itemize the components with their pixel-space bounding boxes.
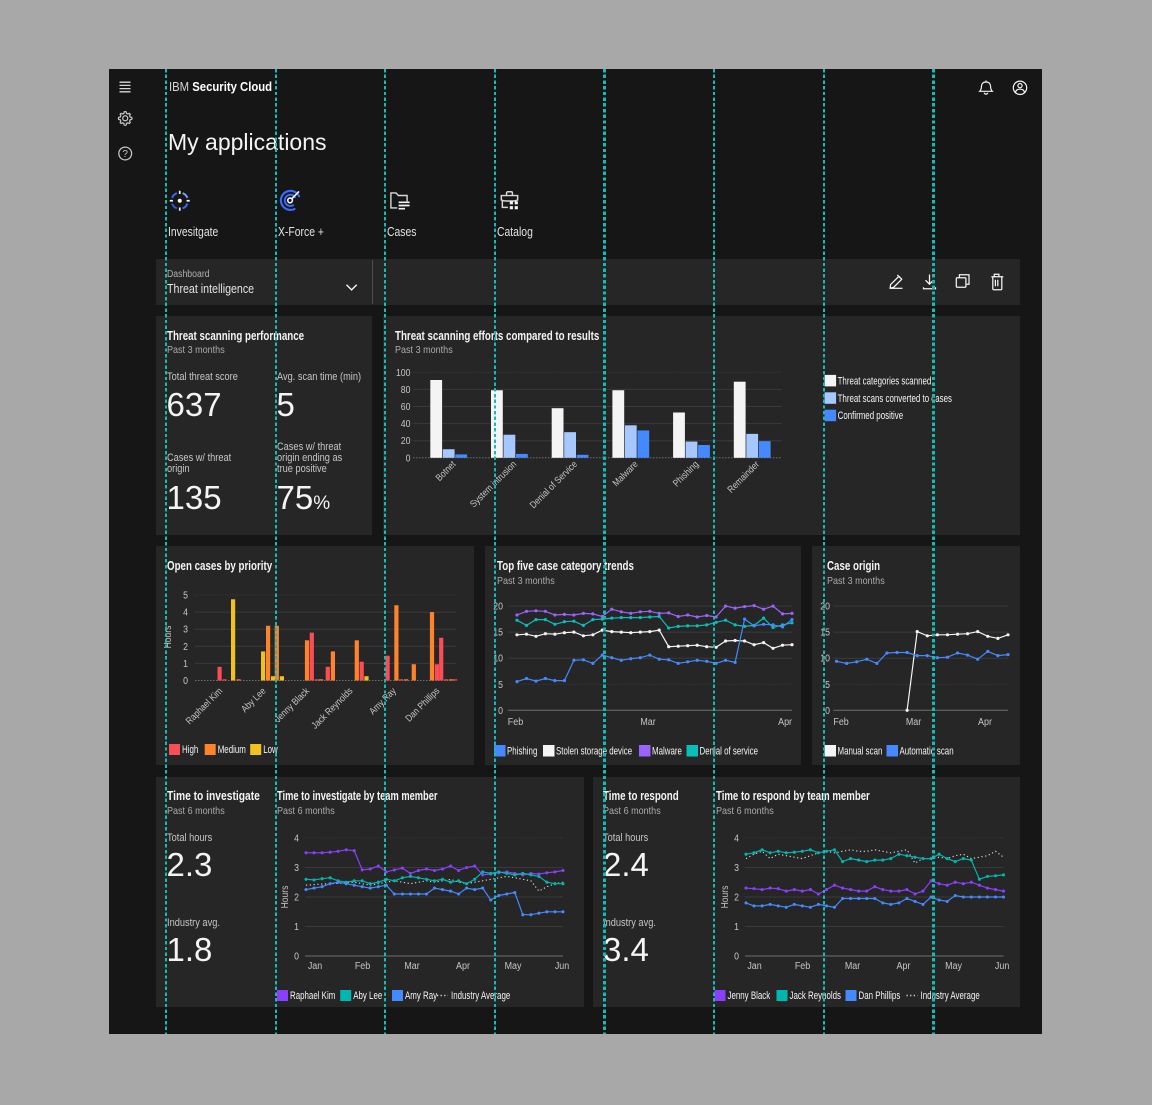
svg-text:Dan Phillips: Dan Phillips — [403, 685, 442, 724]
svg-text:Malware: Malware — [652, 745, 682, 758]
svg-text:Jan: Jan — [308, 960, 322, 972]
svg-text:10: 10 — [820, 653, 830, 664]
svg-text:Jan: Jan — [747, 960, 761, 972]
svg-text:Aby Lee: Aby Lee — [353, 990, 382, 1003]
svg-text:Denial of service: Denial of service — [700, 745, 759, 758]
svg-text:Confirmed positive: Confirmed positive — [838, 410, 904, 423]
svg-text:60: 60 — [401, 402, 411, 413]
svg-text:Phishing: Phishing — [671, 459, 701, 489]
svg-text:3: 3 — [734, 863, 739, 874]
svg-text:Mar: Mar — [640, 716, 656, 728]
svg-text:Denial of Service: Denial of Service — [528, 459, 580, 511]
svg-text:1: 1 — [294, 922, 299, 933]
svg-text:Raphael Kim: Raphael Kim — [290, 990, 335, 1003]
svg-text:May: May — [505, 960, 522, 972]
svg-text:20: 20 — [493, 601, 503, 612]
svg-text:May: May — [945, 960, 962, 972]
svg-text:5: 5 — [498, 679, 503, 690]
svg-text:Feb: Feb — [833, 716, 848, 728]
svg-text:High: High — [182, 744, 198, 757]
svg-text:100: 100 — [396, 367, 411, 378]
svg-text:Jun: Jun — [555, 960, 569, 972]
svg-text:0: 0 — [406, 453, 411, 464]
svg-text:Jenny Black: Jenny Black — [272, 685, 311, 724]
svg-text:2: 2 — [294, 892, 299, 903]
svg-text:Hours: Hours — [279, 885, 290, 908]
svg-text:Phishing: Phishing — [507, 745, 537, 758]
svg-text:Medium: Medium — [218, 744, 246, 757]
svg-text:Jack Reynolds: Jack Reynolds — [789, 990, 841, 1003]
svg-text:Botnet: Botnet — [433, 458, 458, 483]
svg-text:Hours: Hours — [162, 625, 173, 648]
svg-text:Jenny Black: Jenny Black — [727, 990, 770, 1003]
svg-text:0: 0 — [825, 705, 830, 716]
svg-text:Jack Reynolds: Jack Reynolds — [309, 685, 355, 731]
svg-text:Mar: Mar — [404, 960, 420, 972]
svg-text:Feb: Feb — [508, 716, 523, 728]
svg-text:Automatic scan: Automatic scan — [900, 745, 954, 758]
svg-text:80: 80 — [401, 384, 411, 395]
svg-text:Amy Ray: Amy Ray — [367, 685, 399, 717]
svg-text:0: 0 — [498, 705, 503, 716]
svg-text:Hours: Hours — [719, 885, 730, 908]
svg-text:Feb: Feb — [355, 960, 370, 972]
svg-text:Industry Average: Industry Average — [451, 990, 510, 1003]
svg-text:1: 1 — [734, 922, 739, 933]
svg-text:2: 2 — [183, 641, 188, 652]
svg-text:1: 1 — [183, 658, 188, 669]
svg-text:4: 4 — [183, 607, 188, 618]
svg-text:Threat scans converted to case: Threat scans converted to cases — [838, 393, 953, 406]
svg-text:Apr: Apr — [456, 960, 471, 972]
svg-text:Remainder: Remainder — [725, 459, 761, 495]
svg-text:Stolen storage device: Stolen storage device — [556, 745, 632, 758]
svg-text:Feb: Feb — [794, 960, 809, 972]
svg-text:15: 15 — [820, 627, 830, 638]
svg-text:0: 0 — [183, 676, 188, 687]
svg-text:10: 10 — [493, 653, 503, 664]
svg-text:40: 40 — [401, 419, 411, 430]
svg-text:3: 3 — [294, 863, 299, 874]
svg-text:Apr: Apr — [978, 716, 993, 728]
svg-text:Low: Low — [263, 744, 278, 757]
svg-text:?: ? — [122, 149, 128, 160]
svg-text:Raphael Kim: Raphael Kim — [184, 685, 225, 726]
svg-text:Jun: Jun — [994, 960, 1008, 972]
svg-text:0: 0 — [734, 951, 739, 962]
svg-text:0: 0 — [294, 951, 299, 962]
svg-text:2: 2 — [734, 892, 739, 903]
svg-text:Manual scan: Manual scan — [838, 745, 883, 758]
svg-text:Mar: Mar — [844, 960, 860, 972]
svg-text:Threat categories scanned: Threat categories scanned — [838, 375, 932, 388]
svg-text:5: 5 — [825, 679, 830, 690]
svg-text:5: 5 — [183, 590, 188, 601]
svg-text:Industry Average: Industry Average — [920, 990, 979, 1003]
svg-text:Apr: Apr — [778, 716, 793, 728]
svg-text:20: 20 — [401, 436, 411, 447]
svg-text:Dan Phillips: Dan Phillips — [858, 990, 900, 1003]
svg-text:15: 15 — [493, 627, 503, 638]
svg-text:4: 4 — [294, 833, 299, 844]
svg-text:20: 20 — [820, 601, 830, 612]
svg-text:Amy Ray: Amy Ray — [405, 990, 437, 1003]
svg-text:Mar: Mar — [906, 716, 922, 728]
svg-text:3: 3 — [183, 624, 188, 635]
svg-text:Malware: Malware — [610, 459, 640, 489]
svg-text:Aby Lee: Aby Lee — [239, 685, 268, 714]
svg-text:4: 4 — [734, 833, 739, 844]
svg-text:Apr: Apr — [896, 960, 911, 972]
